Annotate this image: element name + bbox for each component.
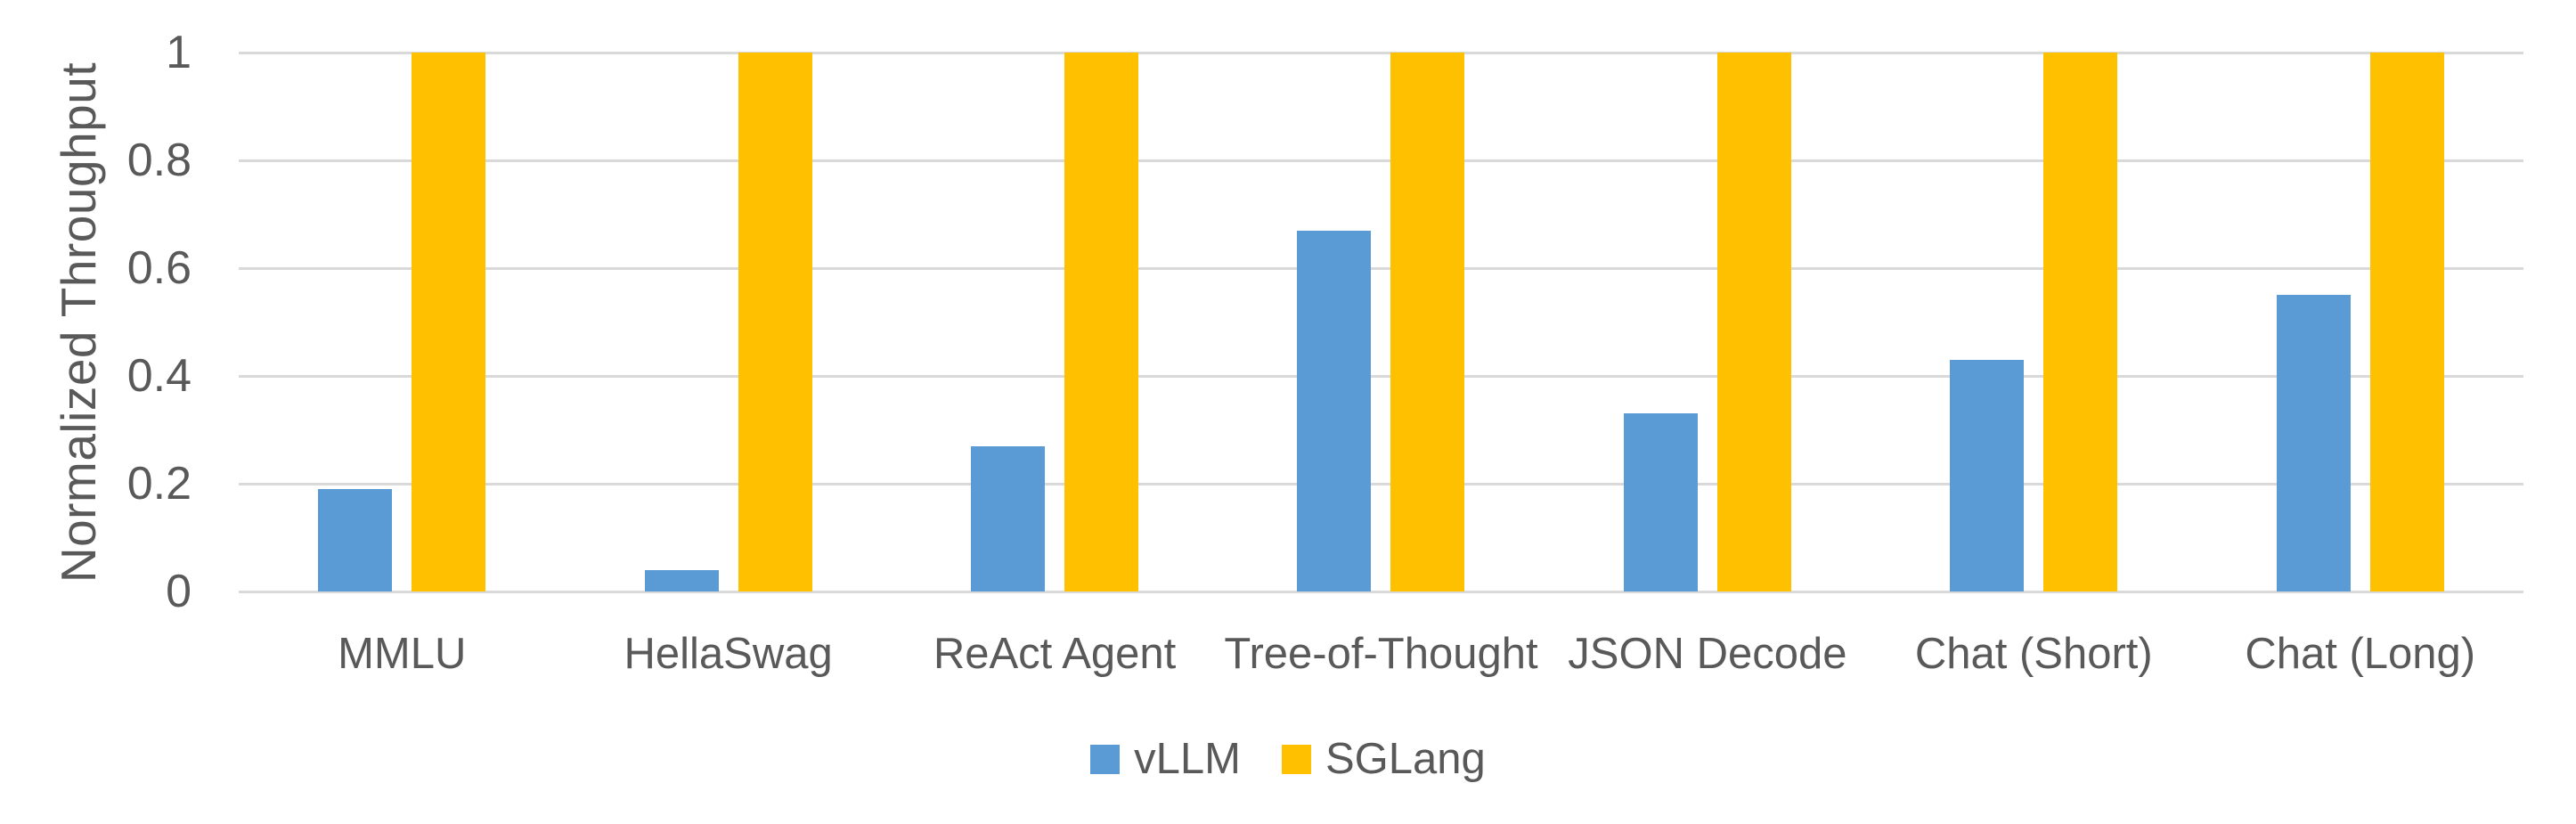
x-axis-label-hellaswag: HellaSwag xyxy=(624,630,833,678)
bar-vllm-tree-of-thought xyxy=(1297,230,1372,591)
bar-group-chat-short xyxy=(1871,53,2197,591)
y-tick-label-0-8: 0.8 xyxy=(126,135,192,186)
bar-group-hellaswag xyxy=(565,53,891,591)
bar-vllm-react-agent xyxy=(971,445,1046,591)
bar-group-react-agent xyxy=(892,53,1218,591)
bar-vllm-hellaswag xyxy=(644,569,719,591)
legend-swatch-vllm xyxy=(1090,744,1121,774)
x-axis-labels: MMLU HellaSwag ReAct Agent Tree-of-Thought J… xyxy=(239,629,2523,679)
bar-sglang-tree-of-thought xyxy=(1390,53,1465,591)
bar-group-tree-of-thought xyxy=(1218,53,1544,591)
legend: vLLM SGLang xyxy=(0,734,2576,784)
y-tick-label-0-2: 0.2 xyxy=(126,458,192,510)
legend-label-vllm: vLLM xyxy=(1134,735,1241,783)
x-axis-label-json-decode: JSON Decode xyxy=(1568,630,1847,678)
legend-swatch-sglang xyxy=(1282,744,1311,774)
legend-item-sglang: SGLang xyxy=(1282,734,1486,784)
bar-sglang-react-agent xyxy=(1064,53,1139,591)
x-axis-label-react-agent: ReAct Agent xyxy=(933,630,1177,678)
gridline-y-0-4 xyxy=(239,374,2523,378)
x-axis-label-chat-short: Chat (Short) xyxy=(1914,630,2153,678)
bar-sglang-chat-short xyxy=(2043,53,2118,591)
bar-vllm-json-decode xyxy=(1623,413,1698,591)
x-axis-label-chat-long: Chat (Long) xyxy=(2245,630,2476,678)
y-tick-label-1: 1 xyxy=(166,27,192,78)
legend-item-vllm: vLLM xyxy=(1090,734,1241,784)
bar-sglang-hellaswag xyxy=(738,53,812,591)
x-axis-label-mmlu: MMLU xyxy=(338,630,467,678)
bar-group-mmlu xyxy=(239,53,565,591)
bar-sglang-json-decode xyxy=(1716,53,1791,591)
gridline-y-0-8 xyxy=(239,159,2523,162)
bar-vllm-chat-long xyxy=(2276,295,2351,591)
y-tick-label-0-4: 0.4 xyxy=(126,350,192,402)
plot-area: 0 0.2 0.4 0.6 0.8 1 xyxy=(127,29,2523,615)
bar-group-json-decode xyxy=(1545,53,1871,591)
bar-vllm-chat-short xyxy=(1950,359,2025,591)
bar-vllm-mmlu xyxy=(318,489,393,591)
gridline-y-0-2 xyxy=(239,482,2523,485)
gridline-y-0-6 xyxy=(239,266,2523,270)
bar-groups xyxy=(239,53,2523,591)
y-tick-label-0: 0 xyxy=(166,566,192,617)
y-axis-title: Normalized Throughput xyxy=(0,53,157,591)
legend-label-sglang: SGLang xyxy=(1325,735,1486,783)
gridline-y-1 xyxy=(239,51,2523,54)
y-tick-label-0-6: 0.6 xyxy=(126,242,192,294)
bar-group-chat-long xyxy=(2197,53,2523,591)
x-axis-label-tree-of-thought: Tree-of-Thought xyxy=(1224,630,1538,678)
gridline-y-0 xyxy=(239,590,2523,593)
bar-sglang-chat-long xyxy=(2369,53,2444,591)
bar-sglang-mmlu xyxy=(412,53,486,591)
